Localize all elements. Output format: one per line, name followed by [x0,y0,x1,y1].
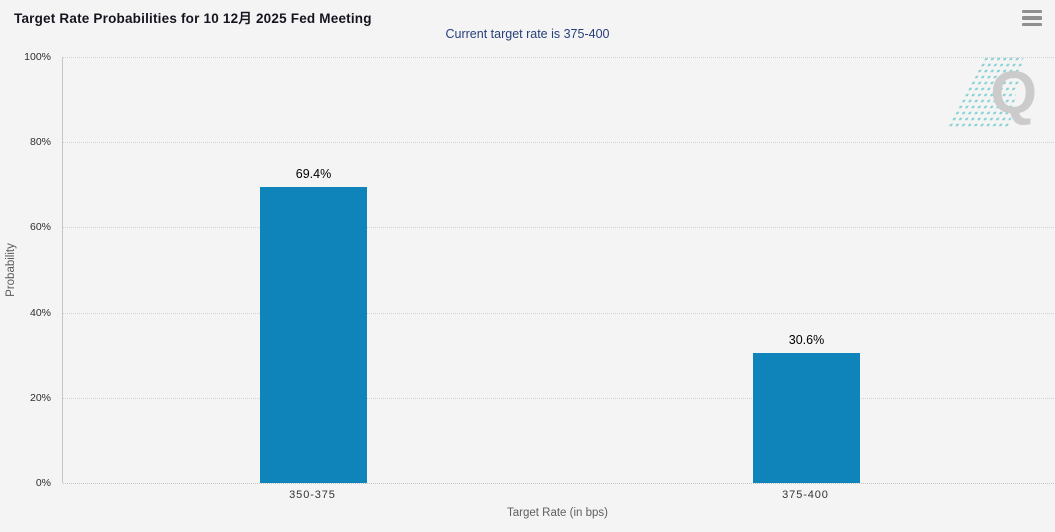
y-tick-label: 100% [24,51,51,63]
quikstrike-watermark-logo: Q [949,55,1045,131]
bar-group-350-375: 69.4% [260,57,367,483]
bar-350-375[interactable] [260,187,367,483]
gridline-20 [63,397,1054,399]
bar-value-label: 69.4% [295,167,332,182]
watermark-stripes-icon [949,57,1024,127]
hamburger-bar [1022,16,1042,20]
bar-value-label: 30.6% [788,332,825,347]
gridline-80 [63,142,1054,144]
bar-375-400[interactable] [753,352,860,483]
x-axis-line [63,483,1054,484]
chart-subtitle: Current target rate is 375-400 [445,27,610,41]
hamburger-bar [1022,22,1042,26]
x-tick-label-375-400: 375-400 [782,489,829,501]
x-tick-label-350-375: 350-375 [289,489,336,501]
y-axis-title: Probability [5,243,17,297]
x-axis-title: Target Rate (in bps) [507,507,608,519]
y-axis-labels: 100% 80% 60% 40% 20% 0% [0,51,56,489]
hamburger-bar [1022,10,1042,14]
y-tick-label: 40% [29,306,51,319]
gridline-100 [63,57,1054,58]
y-tick-label: 60% [29,221,51,234]
y-tick-label: 80% [29,136,51,149]
chart-title: Target Rate Probabilities for 10 12月 202… [14,11,372,26]
y-tick-label: 0% [35,477,51,489]
bar-group-375-400: 30.6% [753,57,860,483]
gridline-40 [63,312,1054,314]
watermark-q-letter: Q [990,59,1037,126]
plot-area: 69.4% 30.6% [62,57,1054,484]
gridline-60 [63,227,1054,229]
hamburger-menu-icon[interactable] [1022,10,1042,26]
y-tick-label: 20% [29,391,51,404]
